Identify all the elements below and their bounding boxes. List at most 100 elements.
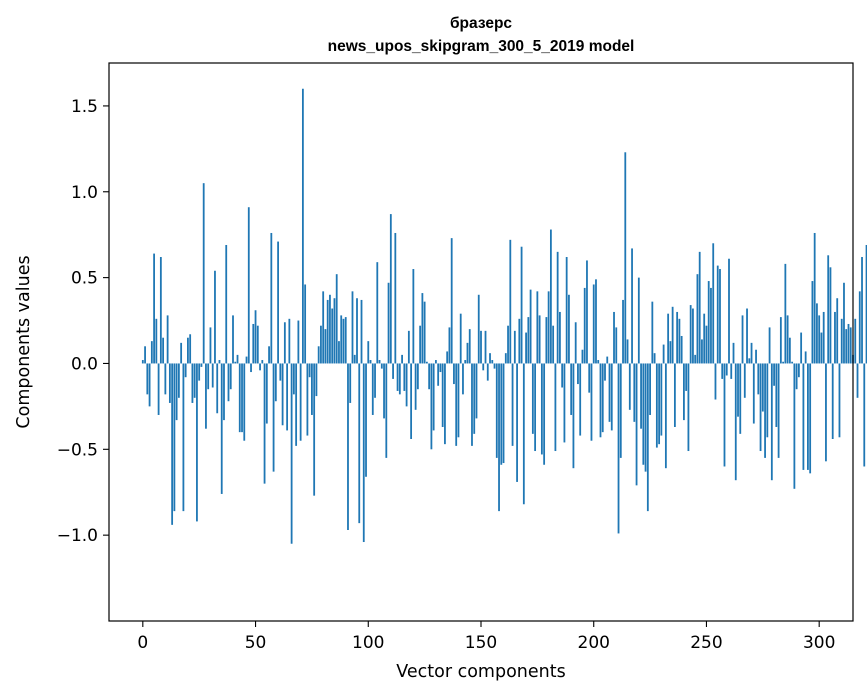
bar — [450, 238, 453, 364]
bar — [563, 363, 566, 443]
bar — [838, 363, 841, 438]
bar — [615, 327, 618, 364]
bar — [845, 329, 848, 364]
bar — [660, 363, 663, 436]
bar — [766, 363, 769, 438]
bar — [480, 330, 482, 364]
bar — [624, 152, 627, 364]
bar — [662, 344, 665, 364]
bar — [676, 311, 679, 364]
bar — [719, 269, 721, 364]
bar — [863, 363, 866, 467]
bar — [315, 363, 318, 397]
bar — [340, 315, 343, 364]
bar — [272, 363, 275, 472]
bar — [383, 363, 385, 419]
y-tick-label: 1.5 — [71, 97, 98, 117]
bar — [304, 284, 307, 364]
bar — [843, 282, 845, 364]
bar — [335, 274, 338, 364]
chart-title: бразерс — [450, 15, 512, 32]
bar — [157, 363, 160, 415]
bar — [685, 363, 688, 391]
bar — [437, 363, 440, 386]
bar — [775, 363, 778, 427]
bar — [141, 360, 144, 364]
bar — [513, 330, 516, 364]
bar — [198, 363, 201, 381]
bar — [644, 363, 647, 472]
bar — [671, 306, 674, 364]
y-tick-label: −1.0 — [57, 526, 98, 546]
bar — [358, 363, 361, 524]
bar — [261, 360, 264, 364]
bar — [453, 363, 455, 385]
bar — [504, 353, 507, 364]
y-tick-label: 0.0 — [71, 354, 98, 374]
bar — [549, 229, 552, 364]
y-tick-label: 0.5 — [71, 269, 98, 289]
bar — [279, 363, 282, 381]
bar — [288, 318, 291, 364]
bar — [171, 363, 174, 525]
bar — [619, 363, 622, 458]
bar — [764, 363, 766, 458]
bar — [405, 363, 408, 407]
bar — [349, 363, 352, 403]
bar — [570, 363, 573, 415]
bar — [559, 311, 561, 364]
bar — [809, 363, 812, 474]
bar — [725, 363, 728, 376]
bar — [800, 332, 803, 364]
bar — [207, 363, 210, 390]
bar — [516, 363, 518, 482]
bar — [813, 232, 816, 364]
bar — [166, 315, 169, 364]
bar — [581, 349, 584, 364]
bar — [191, 363, 194, 403]
bar — [182, 363, 185, 512]
bar — [347, 363, 349, 530]
bar — [342, 318, 345, 364]
bar — [297, 320, 300, 364]
bar — [586, 260, 588, 364]
bar — [475, 363, 478, 419]
bar — [459, 313, 462, 364]
bar — [457, 363, 460, 438]
bar — [153, 253, 155, 364]
x-tick-label: 200 — [578, 633, 610, 653]
bar — [441, 363, 444, 427]
bar — [669, 341, 672, 364]
bar — [786, 315, 789, 364]
bar — [419, 325, 422, 364]
x-axis-ticks: 0 50 100 150 200 250 300 — [137, 621, 835, 653]
bar — [277, 241, 279, 364]
bar — [265, 363, 268, 424]
bar — [369, 360, 372, 364]
bar — [568, 294, 570, 364]
bar — [818, 315, 821, 364]
bar — [268, 346, 270, 364]
bar — [234, 361, 237, 364]
bar — [804, 351, 807, 364]
bar — [617, 363, 620, 534]
bar — [144, 346, 146, 364]
bar — [579, 363, 582, 436]
bar — [705, 325, 708, 364]
bar — [597, 360, 600, 364]
bar — [155, 318, 158, 364]
bar — [338, 341, 340, 364]
bar — [439, 363, 442, 373]
bar — [209, 327, 212, 364]
bar — [214, 270, 216, 364]
bar — [444, 363, 446, 445]
bar — [227, 363, 230, 402]
bar — [770, 363, 773, 481]
x-tick-label: 250 — [690, 633, 722, 653]
bar — [795, 363, 798, 390]
bar — [306, 363, 309, 436]
bar — [326, 299, 329, 364]
bar — [173, 363, 176, 512]
bar — [653, 353, 656, 364]
bar — [759, 363, 762, 452]
